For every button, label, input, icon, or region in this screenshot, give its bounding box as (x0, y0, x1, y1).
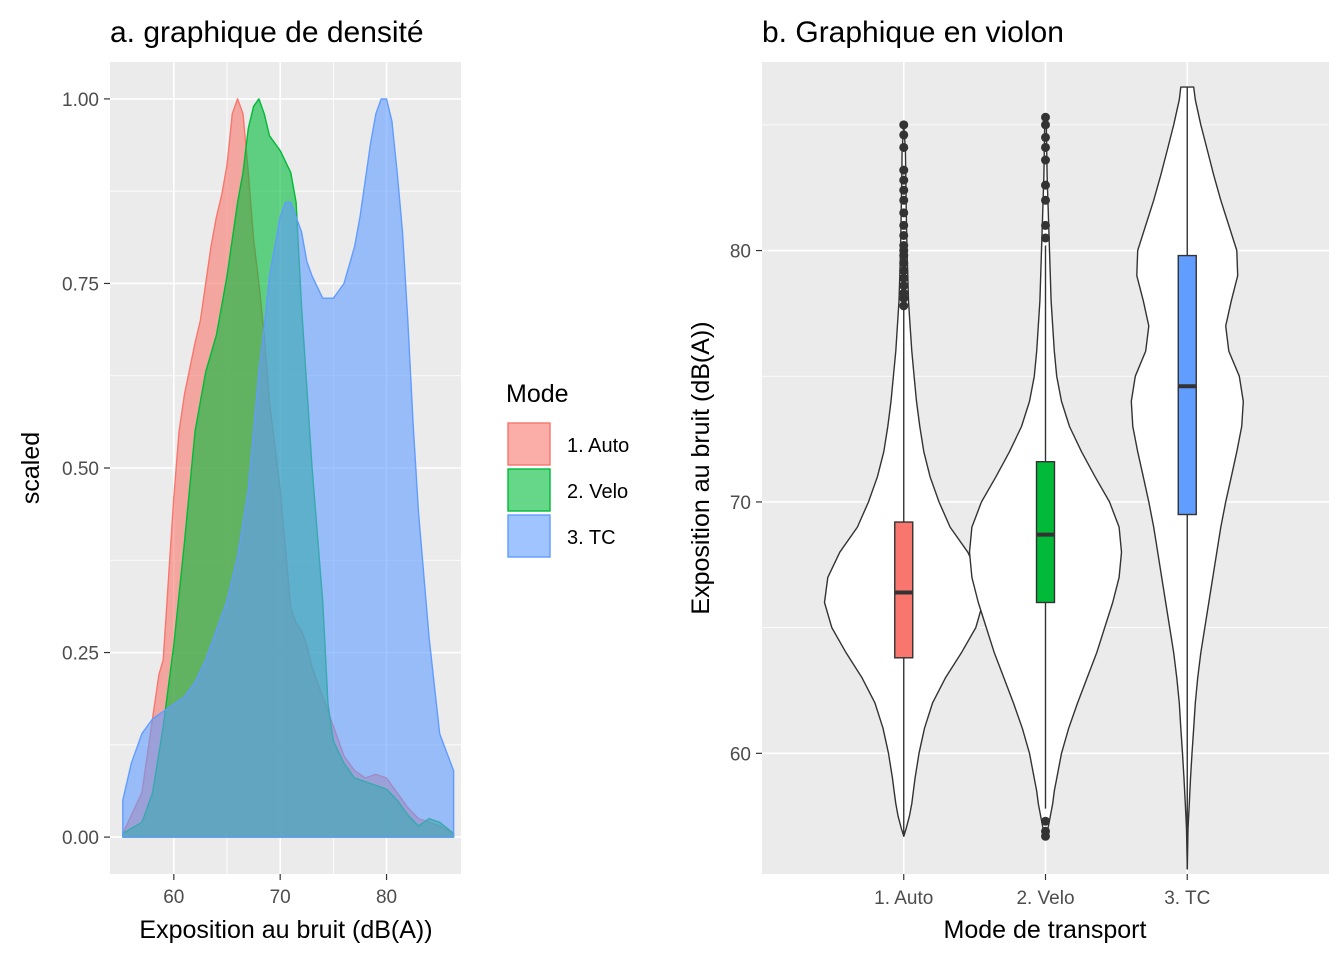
density-x-axis-title: Exposition au bruit (dB(A)) (139, 916, 432, 944)
outlier-point (899, 220, 909, 230)
outlier-point (1041, 120, 1050, 130)
outlier-point (1041, 816, 1050, 826)
violin-y-axis-title: Exposition au bruit (dB(A)) (687, 321, 715, 614)
outlier-point (1041, 112, 1050, 122)
outlier-point (899, 175, 909, 185)
outlier-point (1041, 826, 1050, 836)
legend-label-1: 1. Auto (567, 435, 629, 457)
legend: Mode 1. Auto 2. Velo 3. TC (506, 380, 629, 558)
outlier-point (899, 142, 909, 152)
outlier-point (899, 120, 909, 130)
outlier-point (1041, 180, 1050, 190)
legend-key-1 (507, 422, 551, 466)
outlier-point (899, 208, 909, 218)
outlier-point (899, 288, 909, 298)
density-areas (122, 98, 455, 838)
outlier-point (1041, 195, 1050, 205)
outlier-point (1041, 233, 1050, 243)
outlier-point (899, 230, 909, 240)
outlier-point (899, 130, 909, 140)
density-y-tick-label: 1.00 (62, 90, 99, 111)
legend-key-2 (507, 468, 551, 512)
density-y-axis: 0.00 0.25 0.50 0.75 1.00 (62, 90, 110, 849)
violin-x-tick-label: 2. Velo (1016, 888, 1074, 909)
violin-y-tick-label: 70 (730, 493, 751, 514)
density-y-tick-label: 0.50 (62, 459, 99, 480)
outlier-point (1041, 220, 1050, 230)
density-y-tick-label: 0.25 (62, 644, 99, 665)
violin-y-tick-label: 60 (730, 744, 751, 765)
outlier-point (1041, 132, 1050, 142)
legend-title: Mode (506, 380, 569, 408)
violin-title: b. Graphique en violon (762, 16, 1064, 49)
violin-y-axis: 60 70 80 (730, 242, 762, 765)
outlier-point (899, 195, 909, 205)
density-x-axis: 60 70 80 (163, 874, 397, 908)
density-title: a. graphique de densité (110, 16, 424, 49)
density-y-tick-label: 0.00 (62, 828, 99, 849)
legend-key-3 (507, 514, 551, 558)
violin-x-axis-title: Mode de transport (944, 916, 1147, 944)
violin-x-tick-label: 3. TC (1164, 888, 1210, 909)
outlier-point (899, 266, 909, 276)
legend-entries: 1. Auto 2. Velo 3. TC (507, 422, 629, 558)
density-y-tick-label: 0.75 (62, 274, 99, 295)
violin-x-axis: 1. Auto 2. Velo 3. TC (874, 874, 1210, 909)
violin-y-tick-label: 80 (730, 242, 751, 263)
box-2 (1035, 461, 1056, 604)
outlier-point (899, 281, 909, 291)
outlier-point (899, 241, 909, 251)
outlier-point (1041, 142, 1050, 152)
outlier-point (899, 258, 909, 268)
density-x-tick-label: 70 (270, 887, 291, 908)
density-area-3 (122, 98, 455, 838)
violins (823, 86, 1244, 870)
violin-panel: b. Graphique en violon 60 70 80 1. Auto 2. … (687, 16, 1329, 944)
outlier-point (899, 301, 909, 311)
outlier-point (1041, 155, 1050, 165)
density-x-tick-label: 80 (376, 887, 397, 908)
outlier-point (899, 165, 909, 175)
legend-label-3: 3. TC (567, 527, 616, 549)
violin-x-tick-label: 1. Auto (874, 888, 933, 909)
outlier-point (899, 185, 909, 195)
density-panel: a. graphique de densité 0.00 0.25 0.50 0.75… (17, 16, 461, 944)
box-1 (894, 521, 914, 659)
legend-label-2: 2. Velo (567, 481, 628, 503)
density-y-axis-title: scaled (17, 432, 45, 504)
density-x-tick-label: 60 (163, 887, 184, 908)
outlier-point (899, 273, 909, 283)
